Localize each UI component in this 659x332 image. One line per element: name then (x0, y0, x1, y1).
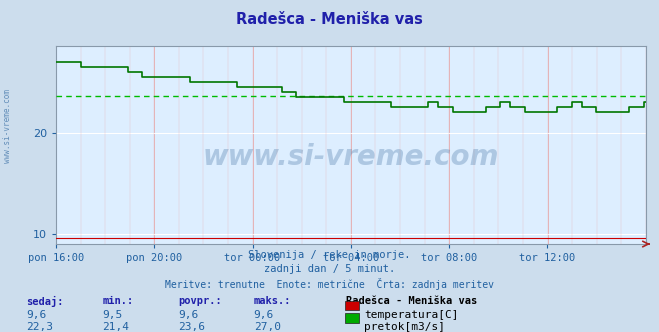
Text: Radešca - Meniška vas: Radešca - Meniška vas (236, 12, 423, 27)
Text: Radešca - Meniška vas: Radešca - Meniška vas (346, 296, 477, 306)
Text: sedaj:: sedaj: (26, 296, 64, 307)
Text: Meritve: trenutne  Enote: metrične  Črta: zadnja meritev: Meritve: trenutne Enote: metrične Črta: … (165, 278, 494, 290)
Text: 9,6: 9,6 (26, 310, 47, 320)
Text: www.si-vreme.com: www.si-vreme.com (3, 89, 13, 163)
Text: 23,6: 23,6 (178, 322, 205, 332)
Text: pretok[m3/s]: pretok[m3/s] (364, 322, 445, 332)
Text: zadnji dan / 5 minut.: zadnji dan / 5 minut. (264, 264, 395, 274)
Text: maks.:: maks.: (254, 296, 291, 306)
Text: www.si-vreme.com: www.si-vreme.com (203, 143, 499, 171)
Text: 27,0: 27,0 (254, 322, 281, 332)
Text: povpr.:: povpr.: (178, 296, 221, 306)
Text: min.:: min.: (102, 296, 133, 306)
Text: Slovenija / reke in morje.: Slovenija / reke in morje. (248, 250, 411, 260)
Text: 9,5: 9,5 (102, 310, 123, 320)
Text: 9,6: 9,6 (254, 310, 274, 320)
Text: 21,4: 21,4 (102, 322, 129, 332)
Text: temperatura[C]: temperatura[C] (364, 310, 458, 320)
Text: 9,6: 9,6 (178, 310, 198, 320)
Text: 22,3: 22,3 (26, 322, 53, 332)
